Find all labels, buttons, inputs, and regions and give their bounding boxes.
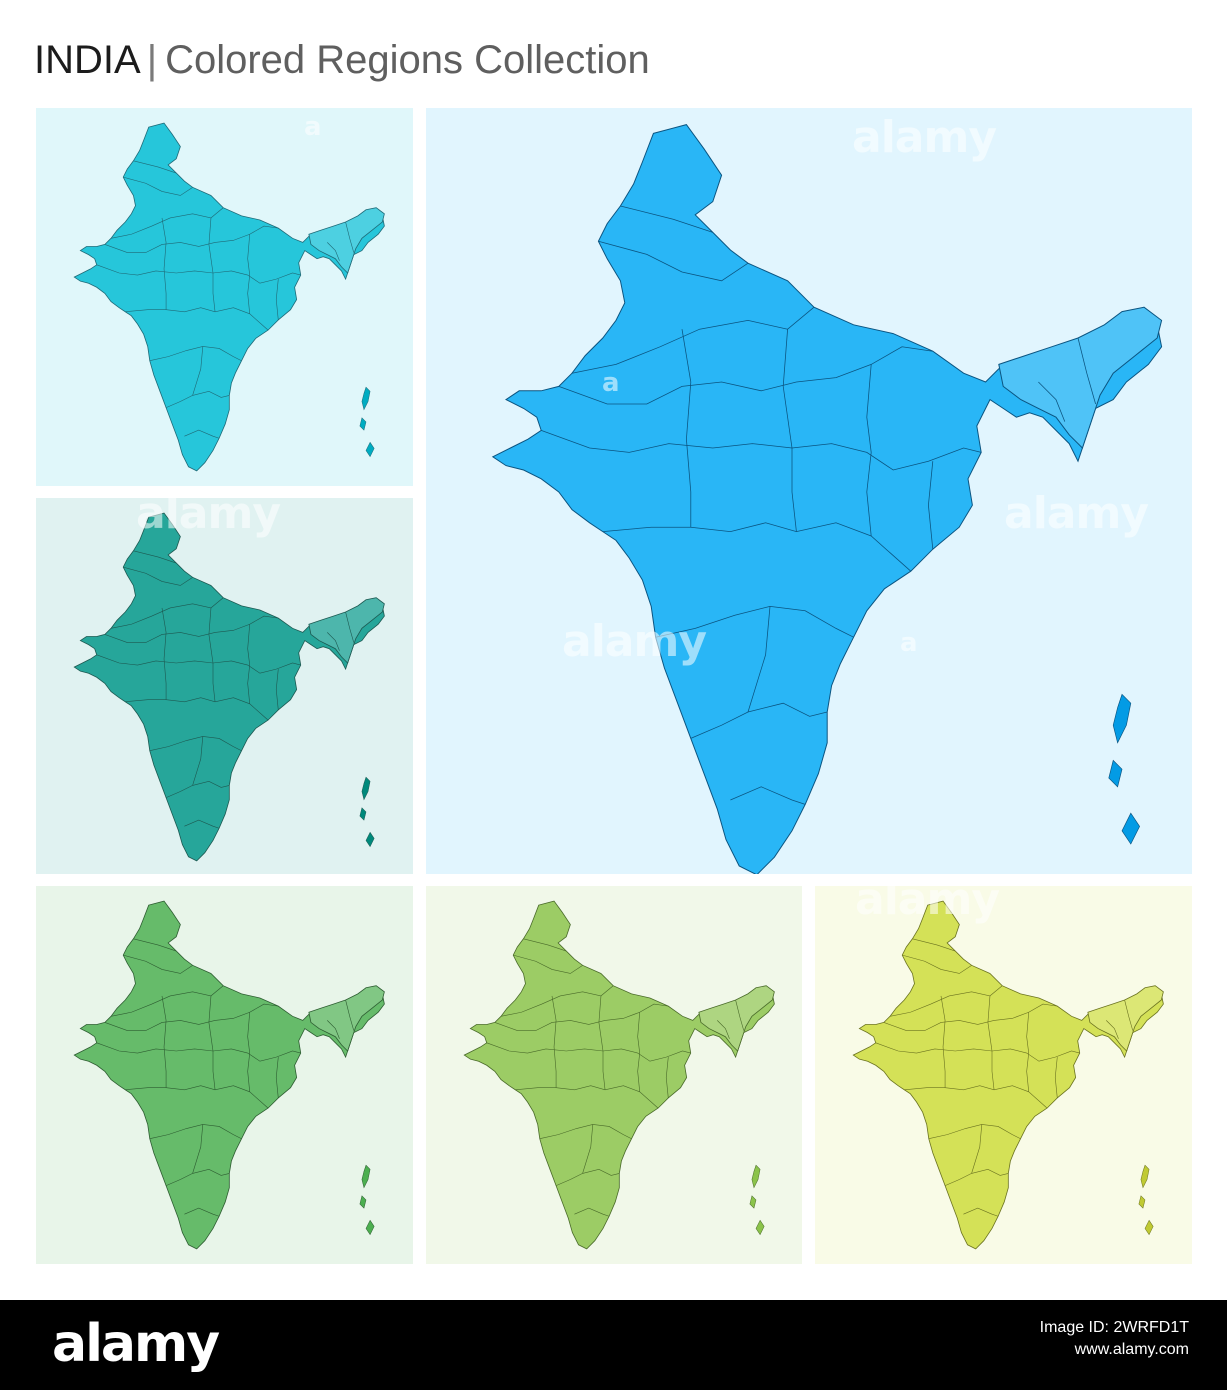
page-title: INDIA | Colored Regions Collection — [34, 36, 650, 84]
map-panel-light-green — [426, 886, 802, 1264]
india-map-blue-large — [426, 108, 1192, 874]
stock-footer: alamy Image ID: 2WRFD1T www.alamy.com — [0, 1300, 1227, 1390]
india-map-lime — [815, 886, 1192, 1264]
map-panel-lime: alamy — [815, 886, 1192, 1264]
india-map-green — [36, 886, 413, 1264]
site-url: www.alamy.com — [1074, 1341, 1189, 1358]
map-panel-teal-dark: alamy — [36, 498, 413, 874]
india-map-light-green — [426, 886, 802, 1264]
image-id: Image ID: 2WRFD1T — [1039, 1319, 1189, 1336]
image-id-block: Image ID: 2WRFD1T www.alamy.com — [1040, 1317, 1189, 1361]
map-panel-teal-light: a — [36, 108, 413, 486]
country-name: INDIA — [34, 38, 141, 82]
map-panel-green — [36, 886, 413, 1264]
india-map-teal-light — [36, 108, 413, 486]
title-separator: | — [146, 38, 158, 82]
india-map-teal-dark — [36, 498, 413, 874]
alamy-logo: alamy — [52, 1314, 220, 1374]
map-panel-blue-large: alamy alamy alamy a a — [426, 108, 1192, 874]
title-subtitle: Colored Regions Collection — [165, 38, 650, 82]
